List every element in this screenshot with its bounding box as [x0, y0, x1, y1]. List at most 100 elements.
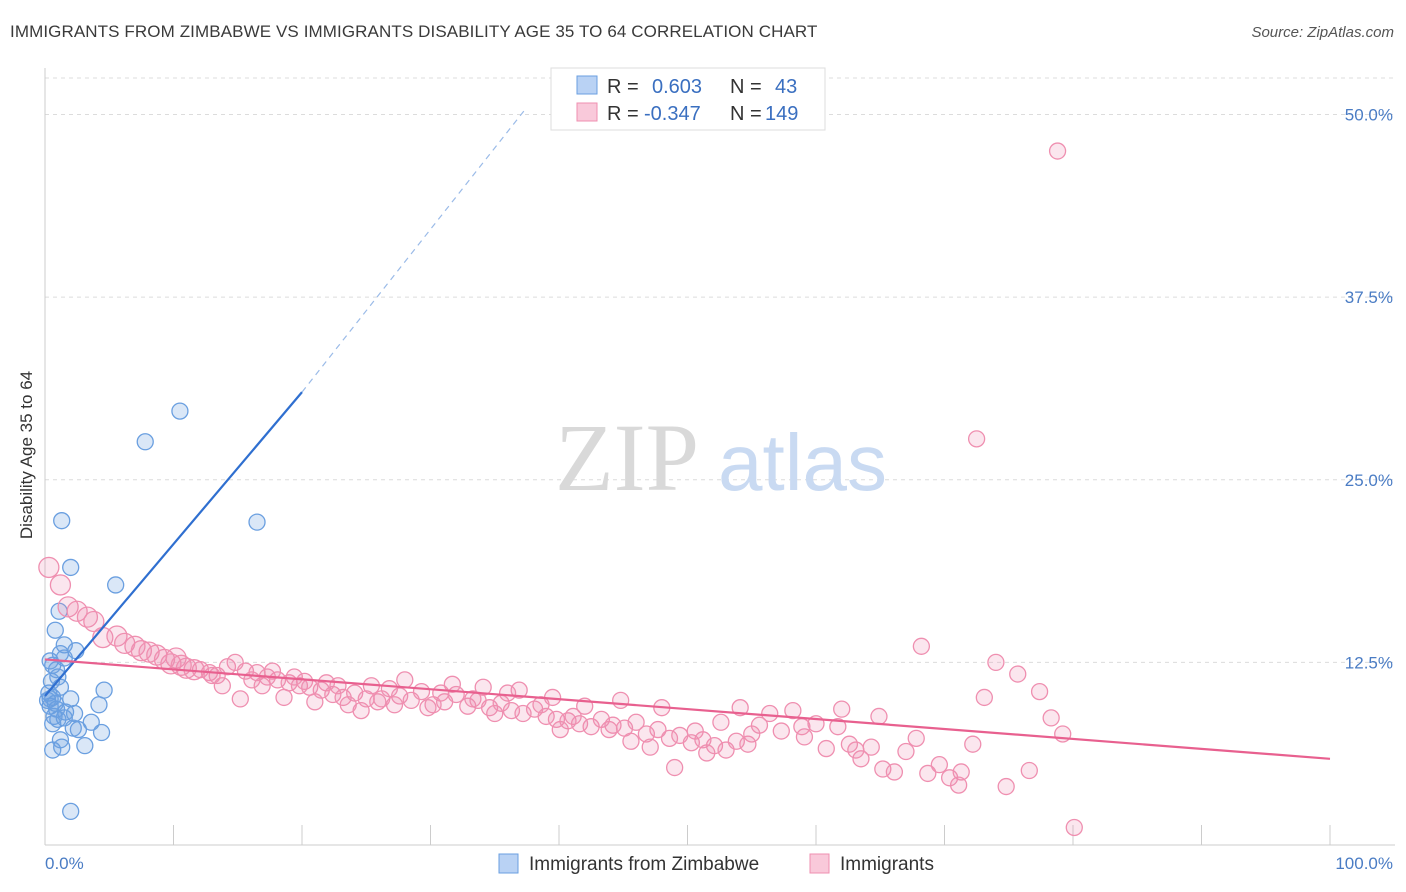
data-point	[1030, 682, 1049, 701]
data-point	[95, 681, 113, 699]
data-point	[649, 720, 667, 739]
series-immigrants	[38, 142, 1083, 837]
legend-swatch-pink	[576, 102, 598, 122]
bottom-legend-label: Immigrants	[840, 854, 934, 875]
data-point	[107, 576, 125, 594]
y-tick-labels: 12.5% 25.0% 37.5% 50.0%	[1345, 106, 1393, 673]
data-point	[852, 750, 870, 768]
legend-box: R = 0.603 N = 43 R = -0.347 N = 149	[550, 67, 826, 131]
legend-n-value: 149	[765, 103, 798, 125]
bottom-legend-label: Immigrants from Zimbabwe	[529, 854, 759, 875]
legend-r-label: R =	[607, 103, 639, 125]
data-point	[373, 690, 391, 708]
x-tick-labels: 0.0% 100.0%	[45, 854, 1393, 873]
watermark-zip: ZIP	[555, 404, 699, 511]
legend-n-label: N =	[730, 103, 762, 125]
data-point	[907, 729, 925, 748]
data-point	[213, 677, 231, 695]
data-point	[486, 704, 504, 723]
trend-line-immigrants	[44, 658, 1331, 760]
watermark-atlas: atlas	[718, 418, 887, 507]
data-point	[641, 738, 659, 756]
data-point	[44, 715, 62, 733]
data-point	[739, 735, 757, 753]
data-point	[41, 690, 59, 708]
data-point	[498, 684, 517, 702]
data-point	[136, 433, 154, 451]
data-point	[612, 691, 630, 710]
data-point	[564, 707, 582, 726]
data-point	[83, 610, 105, 633]
data-point	[253, 677, 271, 695]
data-point	[731, 699, 749, 717]
legend-n-label: N =	[730, 76, 762, 98]
data-point	[170, 654, 192, 676]
data-point	[622, 732, 640, 750]
data-point	[870, 707, 888, 726]
legend-r-value: 0.603	[652, 76, 702, 98]
bottom-legend: Immigrants from Zimbabwe Immigrants	[498, 853, 934, 875]
data-point	[396, 671, 414, 689]
data-point	[952, 763, 970, 781]
data-point	[69, 720, 88, 739]
source-label: Source: ZipAtlas.com	[1251, 24, 1394, 41]
data-point	[76, 737, 94, 755]
legend-r-label: R =	[607, 76, 639, 98]
trend-line-zimbabwe	[44, 391, 303, 697]
legend-n-value: 43	[775, 76, 797, 98]
data-point	[862, 738, 880, 756]
data-point	[62, 558, 80, 577]
x-tick-label: 0.0%	[45, 854, 84, 873]
data-point	[987, 653, 1005, 672]
x-tick-label: 100.0%	[1335, 854, 1393, 873]
bottom-legend-swatch-blue	[498, 853, 519, 874]
data-point	[474, 678, 492, 696]
data-point	[82, 713, 100, 731]
data-point	[1009, 665, 1027, 683]
data-point	[997, 777, 1015, 796]
data-point	[231, 690, 249, 708]
data-point	[62, 802, 80, 821]
data-point	[1042, 709, 1060, 727]
data-point	[975, 688, 993, 707]
data-point	[967, 430, 986, 448]
data-point	[784, 701, 802, 720]
data-point	[1065, 818, 1083, 837]
data-point	[743, 725, 761, 743]
data-point	[686, 722, 704, 740]
data-point	[171, 402, 189, 420]
data-point	[897, 742, 915, 761]
data-point	[949, 776, 968, 794]
grid	[45, 77, 1395, 663]
data-point	[49, 574, 72, 596]
data-point	[551, 720, 569, 739]
y-tick-label: 25.0%	[1345, 471, 1393, 490]
data-point	[285, 668, 303, 686]
y-axis-title: Disability Age 35 to 64	[17, 371, 36, 539]
data-point	[829, 718, 847, 736]
y-tick-label: 37.5%	[1345, 288, 1393, 307]
data-point	[1020, 761, 1038, 780]
data-point	[275, 688, 293, 707]
data-point	[38, 556, 60, 579]
data-point	[627, 713, 645, 731]
data-point	[46, 621, 64, 639]
data-point	[666, 758, 684, 777]
data-point	[919, 764, 937, 783]
y-tick-label: 50.0%	[1345, 106, 1393, 125]
legend-r-value: -0.347	[644, 103, 701, 125]
data-point	[339, 696, 357, 714]
chart-title: IMMIGRANTS FROM ZIMBABWE VS IMMIGRANTS D…	[10, 22, 818, 41]
data-point	[203, 666, 221, 685]
data-point	[419, 699, 437, 717]
data-point	[660, 729, 679, 748]
legend-swatch-blue	[576, 75, 598, 95]
axes	[44, 68, 1395, 846]
data-point	[263, 662, 282, 680]
data-point	[885, 763, 904, 781]
data-point	[847, 741, 865, 759]
data-point	[1048, 142, 1067, 160]
data-point	[248, 513, 266, 531]
data-point	[44, 741, 62, 759]
data-point	[840, 735, 859, 753]
